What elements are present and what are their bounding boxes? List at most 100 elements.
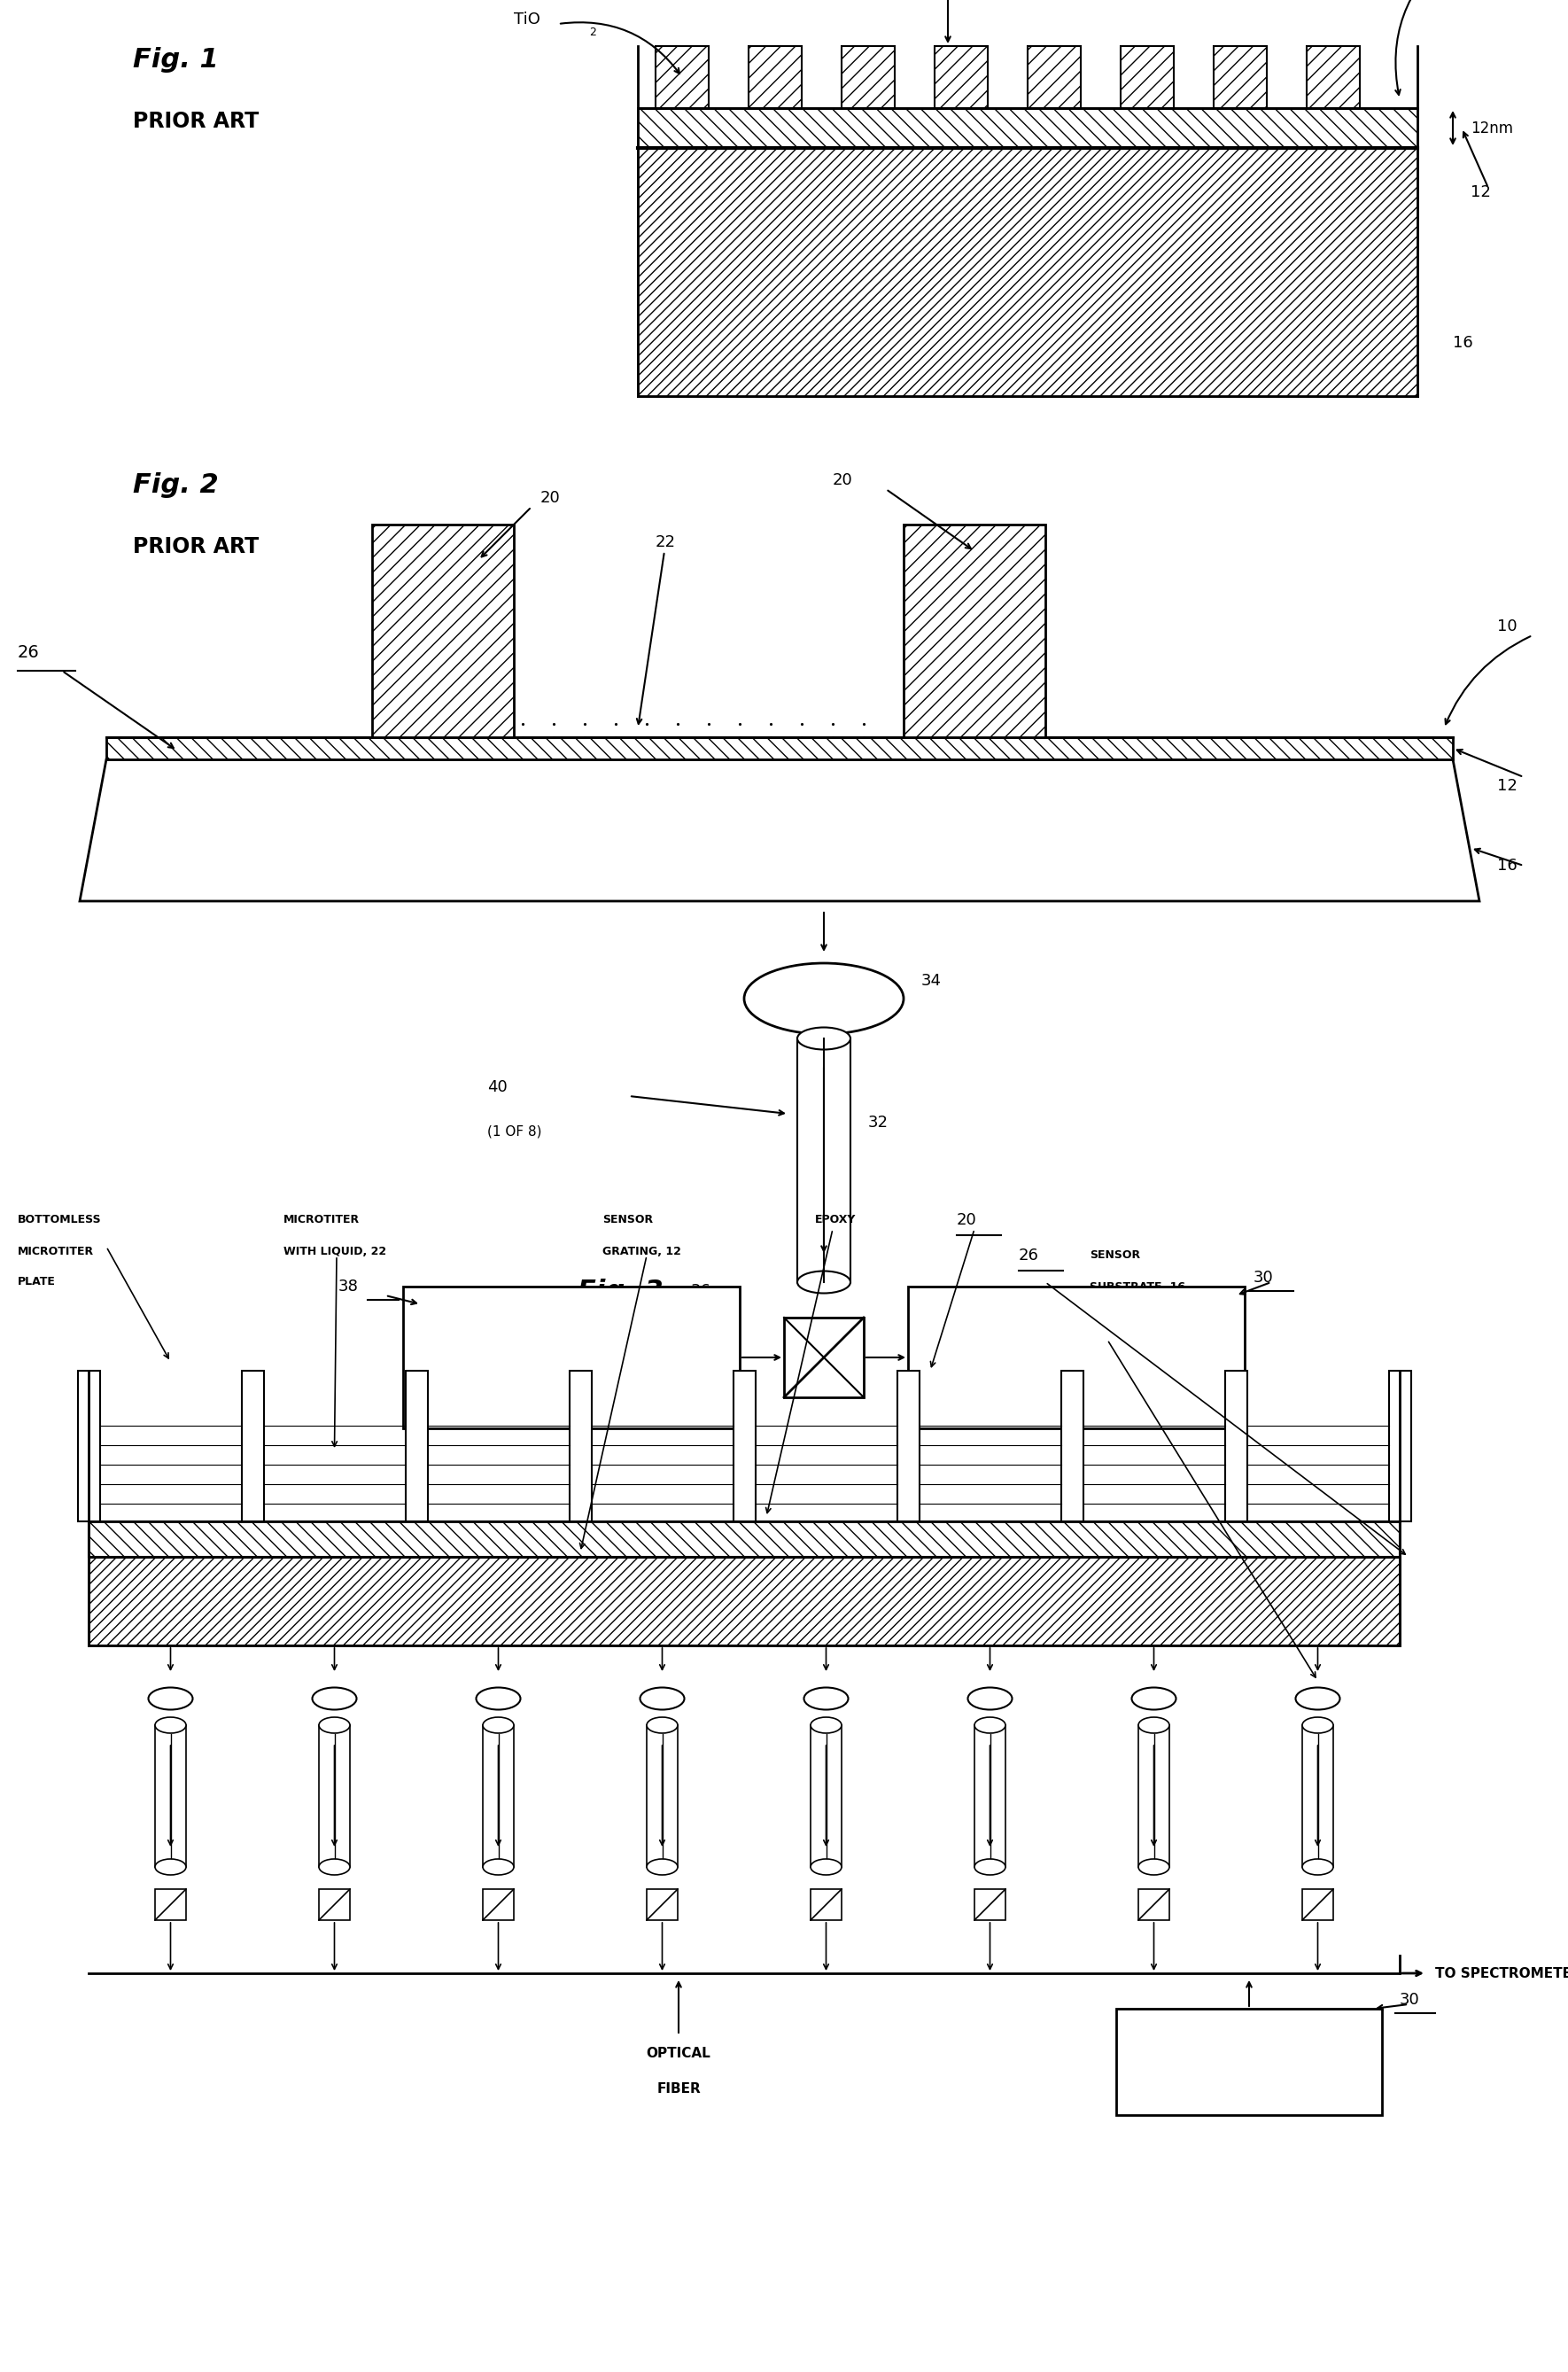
- Text: 12: 12: [1471, 185, 1491, 199]
- Bar: [897, 1371, 919, 1520]
- Text: DUAL FIBER: DUAL FIBER: [1090, 1312, 1163, 1324]
- Bar: [107, 738, 1454, 759]
- Text: Fig. 1: Fig. 1: [133, 47, 218, 71]
- Text: 2: 2: [590, 26, 596, 38]
- Text: PRIOR ART: PRIOR ART: [133, 536, 259, 557]
- Text: SENSOR: SENSOR: [602, 1214, 652, 1226]
- Ellipse shape: [483, 1860, 514, 1874]
- Text: 12: 12: [1497, 778, 1518, 795]
- Text: (1 OF 8): (1 OF 8): [488, 1124, 541, 1139]
- Bar: [1306, 45, 1359, 109]
- Bar: [1389, 1371, 1411, 1520]
- Text: 10: 10: [1497, 619, 1518, 633]
- Bar: [241, 1371, 263, 1520]
- Text: GRATING, 12: GRATING, 12: [602, 1245, 681, 1257]
- Ellipse shape: [1138, 1717, 1170, 1734]
- Bar: [88, 761, 1480, 899]
- Bar: [734, 1371, 756, 1520]
- Bar: [638, 147, 1417, 396]
- Ellipse shape: [1138, 1860, 1170, 1874]
- Bar: [903, 524, 1046, 738]
- Text: 12nm: 12nm: [1471, 121, 1513, 135]
- Bar: [908, 1286, 1245, 1428]
- Ellipse shape: [974, 1860, 1005, 1874]
- Bar: [88, 1520, 1400, 1556]
- Bar: [88, 764, 1480, 897]
- Text: MICROTITER: MICROTITER: [17, 1245, 94, 1257]
- Text: PROBE, 40: PROBE, 40: [1090, 1343, 1156, 1354]
- Text: 20: 20: [833, 472, 853, 489]
- Text: Fig. 2: Fig. 2: [133, 472, 218, 498]
- Bar: [1116, 2009, 1381, 2116]
- Ellipse shape: [797, 1027, 850, 1048]
- Text: 16: 16: [1497, 859, 1518, 873]
- Text: 26: 26: [1019, 1248, 1040, 1264]
- Text: 32: 32: [869, 1115, 889, 1131]
- Bar: [811, 1888, 842, 1919]
- Bar: [483, 1888, 514, 1919]
- Text: TO SPECTROMETER: TO SPECTROMETER: [1435, 1966, 1568, 1981]
- Bar: [1214, 45, 1267, 109]
- Text: 20: 20: [541, 491, 560, 505]
- Polygon shape: [80, 759, 1480, 901]
- Ellipse shape: [1303, 1860, 1333, 1874]
- Ellipse shape: [811, 1717, 842, 1734]
- Ellipse shape: [804, 1686, 848, 1710]
- Bar: [1138, 1888, 1170, 1919]
- Text: PRIOR ART: PRIOR ART: [133, 111, 259, 133]
- Text: Fig. 3: Fig. 3: [577, 1279, 663, 1305]
- Ellipse shape: [797, 1271, 850, 1293]
- Bar: [1062, 1371, 1083, 1520]
- Ellipse shape: [318, 1860, 350, 1874]
- Ellipse shape: [640, 1686, 684, 1710]
- Ellipse shape: [318, 1717, 350, 1734]
- Text: LIGHT: LIGHT: [1232, 2066, 1265, 2078]
- Bar: [842, 45, 895, 109]
- Bar: [88, 1556, 1400, 1646]
- Bar: [1121, 45, 1174, 109]
- Bar: [655, 45, 709, 109]
- Text: EPOXY: EPOXY: [815, 1214, 856, 1226]
- Text: WHITE: WHITE: [1231, 2035, 1267, 2047]
- Text: 30: 30: [1400, 1992, 1421, 2007]
- Text: SOURCE: SOURCE: [1226, 2099, 1272, 2111]
- Ellipse shape: [483, 1717, 514, 1734]
- Bar: [403, 1286, 740, 1428]
- Ellipse shape: [1303, 1717, 1333, 1734]
- Text: MICROTITER: MICROTITER: [284, 1214, 359, 1226]
- Bar: [638, 109, 1417, 147]
- Ellipse shape: [1295, 1686, 1341, 1710]
- Bar: [405, 1371, 428, 1520]
- Ellipse shape: [646, 1717, 677, 1734]
- Ellipse shape: [745, 963, 903, 1034]
- Bar: [974, 1888, 1005, 1919]
- Text: TiO: TiO: [514, 12, 541, 28]
- Text: SPECTROMETER: SPECTROMETER: [516, 1350, 626, 1364]
- Bar: [77, 1371, 100, 1520]
- Text: 20: 20: [956, 1212, 977, 1229]
- Bar: [1027, 45, 1080, 109]
- Ellipse shape: [312, 1686, 356, 1710]
- Bar: [569, 1371, 591, 1520]
- Text: SUBSTRATE, 16: SUBSTRATE, 16: [1090, 1281, 1185, 1293]
- Text: 22: 22: [655, 534, 676, 550]
- Text: 36: 36: [691, 1283, 712, 1300]
- Bar: [646, 1888, 677, 1919]
- Text: WHITE LIGHT: WHITE LIGHT: [1036, 1331, 1116, 1343]
- Bar: [784, 1316, 864, 1397]
- Text: 40: 40: [488, 1079, 508, 1096]
- Bar: [748, 45, 801, 109]
- Ellipse shape: [477, 1686, 521, 1710]
- Bar: [1225, 1371, 1247, 1520]
- Text: PLATE: PLATE: [17, 1276, 56, 1288]
- Text: SOURCE: SOURCE: [1051, 1381, 1102, 1392]
- Bar: [318, 1888, 350, 1919]
- Ellipse shape: [1132, 1686, 1176, 1710]
- Text: 34: 34: [922, 973, 942, 989]
- Text: WITH LIQUID, 22: WITH LIQUID, 22: [284, 1245, 386, 1257]
- Text: 16: 16: [1454, 334, 1472, 351]
- Ellipse shape: [646, 1860, 677, 1874]
- Ellipse shape: [974, 1717, 1005, 1734]
- Ellipse shape: [155, 1717, 187, 1734]
- Text: BOTTOMLESS: BOTTOMLESS: [17, 1214, 102, 1226]
